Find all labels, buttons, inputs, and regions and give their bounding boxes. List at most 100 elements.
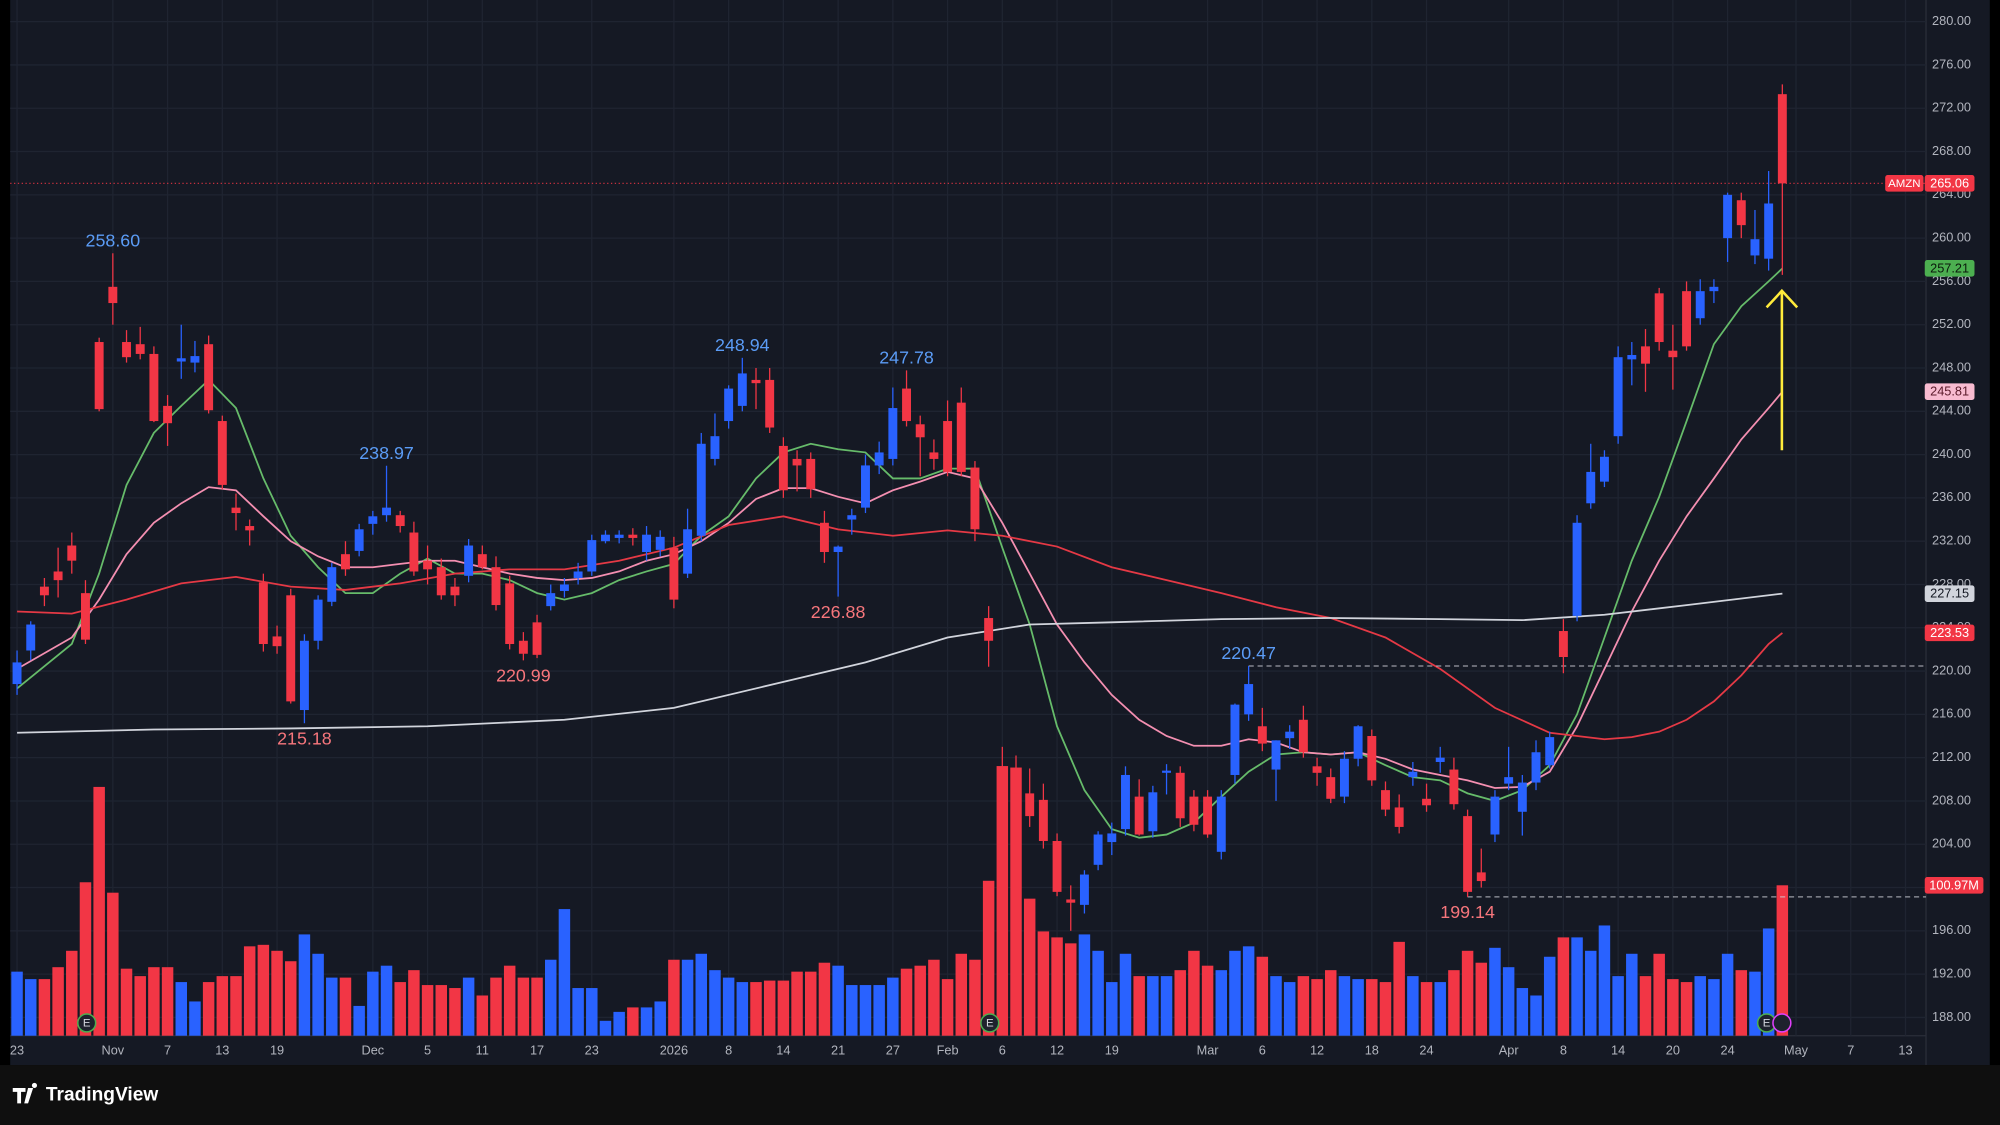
volume-bar — [1106, 982, 1118, 1036]
candle-body — [26, 624, 36, 651]
y-tick-label: 216.00 — [1932, 706, 1971, 721]
volume-bar — [928, 959, 940, 1036]
volume-bar — [1653, 953, 1665, 1036]
candle-body — [1285, 731, 1295, 739]
volume-bar — [79, 882, 92, 1036]
y-tick-label: 236.00 — [1932, 489, 1971, 504]
volume-bar — [654, 1001, 666, 1036]
extreme-label: 220.47 — [1221, 643, 1276, 663]
candle-body — [1435, 757, 1445, 762]
volume-bar — [805, 971, 817, 1036]
volume-bar — [230, 976, 242, 1036]
price-tag — [1924, 585, 1975, 602]
candle-body — [1586, 471, 1596, 504]
brand-logo: TradingView — [12, 1082, 158, 1106]
candle-body — [204, 344, 214, 411]
candle-body — [1476, 872, 1486, 882]
x-tick-label: 11 — [476, 1042, 489, 1057]
volume-bar — [202, 982, 215, 1036]
candle-body — [1613, 357, 1623, 437]
candle-body — [1326, 777, 1336, 799]
volume-bar — [1201, 965, 1214, 1036]
candle-body — [1504, 777, 1514, 784]
volume-bar — [24, 979, 37, 1036]
candle-body — [313, 599, 323, 641]
volume-bar — [257, 944, 270, 1036]
volume-bar — [517, 977, 530, 1036]
y-tick-label: 276.00 — [1932, 56, 1971, 71]
y-tick-label: 252.00 — [1932, 316, 1971, 331]
volume-bar — [1448, 970, 1460, 1036]
volume-bar — [1557, 937, 1570, 1036]
volume-bar — [722, 977, 735, 1036]
candle-body — [778, 445, 788, 491]
candle-body — [368, 516, 378, 524]
volume-bar — [873, 985, 885, 1036]
volume-bar — [216, 976, 229, 1036]
volume-bar — [914, 965, 926, 1036]
candle-body — [874, 452, 884, 466]
volume-bar — [1461, 950, 1474, 1036]
candle-body — [532, 622, 542, 655]
candle-body — [1572, 522, 1582, 616]
x-tick-label: 19 — [1105, 1042, 1119, 1057]
price-tag-label: 265.06 — [1930, 175, 1969, 190]
dividend-icon — [1772, 1013, 1792, 1033]
candle-body — [1736, 200, 1746, 226]
volume-bar — [1215, 970, 1228, 1036]
candle-body — [1203, 796, 1213, 835]
label-layer: 188.00192.00196.00200.00204.00208.00212.… — [10, 13, 1984, 1057]
candle-body — [614, 534, 624, 538]
volume-bar — [1160, 976, 1173, 1036]
volume-bar — [312, 953, 324, 1036]
candle-body — [765, 379, 775, 428]
x-tick-label: 14 — [776, 1042, 790, 1057]
volume-bar — [1434, 982, 1446, 1036]
x-tick-label: 27 — [886, 1042, 900, 1057]
volume-bar — [900, 968, 913, 1036]
volume-tag — [1924, 876, 1984, 894]
volume-bar — [1078, 934, 1091, 1036]
candle-body — [341, 554, 350, 570]
candle-body — [39, 586, 49, 596]
candle-body — [888, 408, 898, 459]
volume-bar — [503, 965, 516, 1036]
volume-bar — [175, 982, 187, 1036]
volume-bar — [1065, 943, 1077, 1036]
volume-bar — [572, 988, 584, 1036]
candle-body — [1052, 841, 1062, 892]
candle-body — [1695, 291, 1705, 319]
y-tick-label: 232.00 — [1932, 533, 1971, 548]
y-tick-label: 244.00 — [1932, 403, 1971, 418]
candle-body — [1312, 766, 1322, 773]
volume-bar — [531, 977, 543, 1036]
candle-body — [395, 515, 405, 527]
volume-bar — [1297, 976, 1310, 1036]
candle-body — [1011, 791, 1021, 794]
volume-bar — [1174, 970, 1186, 1036]
extreme-label: 220.99 — [496, 666, 551, 686]
extreme-label: 238.97 — [359, 443, 414, 463]
volume-bar — [353, 1005, 365, 1036]
volume-bar — [1407, 976, 1419, 1036]
candle-body — [833, 546, 843, 553]
earnings-icon-label: E — [986, 1018, 994, 1030]
candle-body — [1709, 286, 1719, 292]
candle-body — [751, 379, 761, 384]
volume-bar — [818, 962, 831, 1036]
price-tag — [1924, 383, 1975, 401]
volume-bar — [1612, 976, 1624, 1036]
y-tick-label: 248.00 — [1932, 359, 1971, 374]
candle-body — [1490, 796, 1500, 835]
price-tag — [1924, 624, 1975, 642]
volume-bar — [887, 977, 899, 1036]
candle-body — [67, 545, 77, 561]
x-tick-label: Feb — [937, 1042, 959, 1057]
price-tag-label: 257.21 — [1930, 260, 1969, 275]
candle-body — [1682, 291, 1692, 347]
volume-bar — [367, 971, 379, 1036]
candle-body — [108, 286, 118, 304]
candle-body — [1257, 726, 1267, 744]
x-tick-label: 20 — [1666, 1042, 1680, 1057]
volume-bar — [1352, 979, 1364, 1036]
